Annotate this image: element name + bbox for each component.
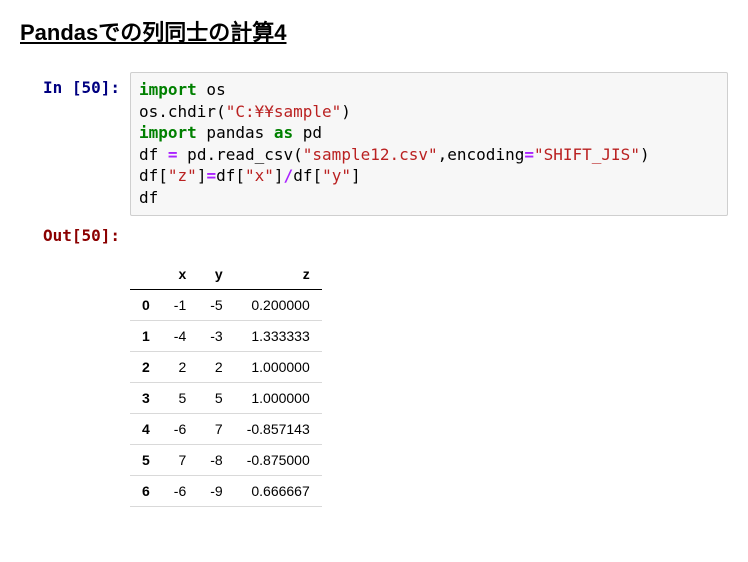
table-row: 4 -6 7 -0.857143: [130, 413, 322, 444]
code-text: ]: [274, 166, 284, 185]
code-str: "x": [245, 166, 274, 185]
cell: 5: [162, 382, 198, 413]
table-row: 0 -1 -5 0.200000: [130, 289, 322, 320]
cell: -6: [162, 413, 198, 444]
table-header: x y z: [130, 259, 322, 290]
output-cell: Out[50]:: [20, 220, 728, 245]
cell: -3: [198, 320, 234, 351]
page-title: Pandasでの列同士の計算4: [20, 15, 728, 47]
col-header: x: [162, 259, 198, 290]
cell: 7: [198, 413, 234, 444]
code-str: "C:¥¥sample": [226, 102, 342, 121]
code-text: pandas: [197, 123, 274, 142]
code-op: =: [168, 145, 178, 164]
table-row: 5 7 -8 -0.875000: [130, 444, 322, 475]
code-op: =: [206, 166, 216, 185]
row-index: 1: [130, 320, 162, 351]
code-str: "sample12.csv": [303, 145, 438, 164]
cell: 1.000000: [235, 382, 322, 413]
code-text: ): [640, 145, 650, 164]
cell: -8: [198, 444, 234, 475]
cell: -9: [198, 475, 234, 506]
row-index: 3: [130, 382, 162, 413]
row-index: 5: [130, 444, 162, 475]
code-text: ]: [197, 166, 207, 185]
code-text: df[: [216, 166, 245, 185]
out-prompt: Out[50]:: [20, 220, 130, 245]
cell: -0.857143: [235, 413, 322, 444]
table-row: 3 5 5 1.000000: [130, 382, 322, 413]
code-text: df: [139, 145, 168, 164]
cell: 2: [198, 351, 234, 382]
code-text: pd: [293, 123, 322, 142]
code-text: df[: [139, 166, 168, 185]
row-index: 2: [130, 351, 162, 382]
code-text: ,encoding: [438, 145, 525, 164]
table-row: 2 2 2 1.000000: [130, 351, 322, 382]
code-str: "z": [168, 166, 197, 185]
col-header: y: [198, 259, 234, 290]
code-str: "y": [322, 166, 351, 185]
kw-import: import: [139, 80, 197, 99]
index-header: [130, 259, 162, 290]
kw-as: as: [274, 123, 293, 142]
cell: 0.666667: [235, 475, 322, 506]
cell: 1.333333: [235, 320, 322, 351]
cell: 1.000000: [235, 351, 322, 382]
cell: 7: [162, 444, 198, 475]
cell: 2: [162, 351, 198, 382]
code-str: "SHIFT_JIS": [534, 145, 640, 164]
cell: -5: [198, 289, 234, 320]
dataframe-table: x y z 0 -1 -5 0.200000 1 -4 -3 1.333333 …: [130, 259, 322, 507]
cell: -6: [162, 475, 198, 506]
table-row: 1 -4 -3 1.333333: [130, 320, 322, 351]
code-text: df: [139, 188, 158, 207]
table-row: 6 -6 -9 0.666667: [130, 475, 322, 506]
col-header: z: [235, 259, 322, 290]
code-op: =: [524, 145, 534, 164]
code-text: ]: [351, 166, 361, 185]
cell: 0.200000: [235, 289, 322, 320]
row-index: 4: [130, 413, 162, 444]
code-op: /: [284, 166, 294, 185]
cell: -0.875000: [235, 444, 322, 475]
code-text: ): [341, 102, 351, 121]
cell: -4: [162, 320, 198, 351]
output-area: x y z 0 -1 -5 0.200000 1 -4 -3 1.333333 …: [20, 249, 728, 507]
cell: 5: [198, 382, 234, 413]
code-text: os: [197, 80, 226, 99]
input-cell: In [50]: import os os.chdir("C:¥¥sample"…: [20, 72, 728, 216]
code-text: df[: [293, 166, 322, 185]
kw-import: import: [139, 123, 197, 142]
row-index: 6: [130, 475, 162, 506]
in-prompt: In [50]:: [20, 72, 130, 97]
table-body: 0 -1 -5 0.200000 1 -4 -3 1.333333 2 2 2 …: [130, 289, 322, 506]
code-box: import os os.chdir("C:¥¥sample") import …: [130, 72, 728, 216]
row-index: 0: [130, 289, 162, 320]
code-text: pd.read_csv(: [178, 145, 303, 164]
code-text: os.chdir(: [139, 102, 226, 121]
cell: -1: [162, 289, 198, 320]
